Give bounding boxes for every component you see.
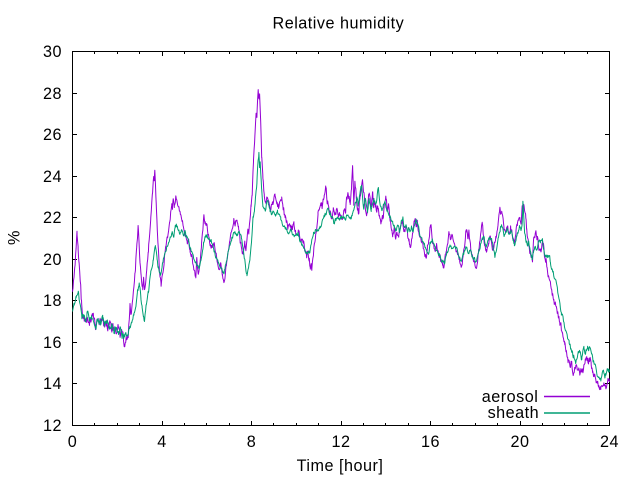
svg-text:sheath: sheath: [488, 404, 540, 422]
svg-text:16: 16: [43, 334, 62, 352]
svg-text:20: 20: [43, 251, 62, 269]
svg-text:14: 14: [43, 375, 62, 393]
svg-text:20: 20: [510, 433, 529, 451]
svg-text:0: 0: [68, 433, 78, 451]
svg-text:24: 24: [600, 433, 619, 451]
svg-text:28: 28: [43, 85, 62, 103]
svg-text:8: 8: [247, 433, 257, 451]
svg-text:30: 30: [43, 43, 62, 61]
svg-text:16: 16: [421, 433, 440, 451]
svg-text:4: 4: [157, 433, 167, 451]
svg-text:Time [hour]: Time [hour]: [297, 457, 384, 475]
svg-text:12: 12: [331, 433, 350, 451]
svg-text:26: 26: [43, 126, 62, 144]
svg-text:Relative humidity: Relative humidity: [273, 15, 405, 33]
svg-text:12: 12: [43, 417, 62, 435]
svg-text:18: 18: [43, 292, 62, 310]
svg-text:24: 24: [43, 168, 62, 186]
svg-text:%: %: [6, 230, 24, 245]
svg-text:22: 22: [43, 209, 62, 227]
svg-text:aerosol: aerosol: [482, 388, 539, 406]
